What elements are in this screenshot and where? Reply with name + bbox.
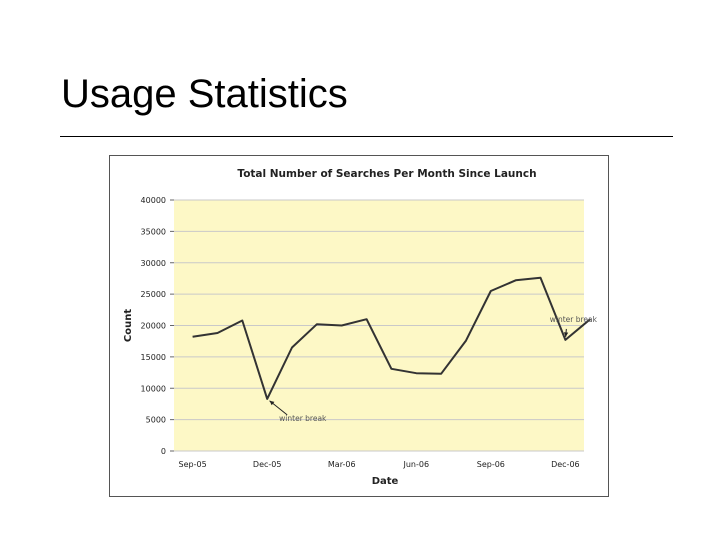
y-tick-label: 10000 bbox=[141, 384, 166, 393]
y-tick-label: 20000 bbox=[141, 322, 166, 331]
y-tick-label: 25000 bbox=[141, 290, 166, 299]
x-tick-label: Dec-06 bbox=[551, 460, 580, 469]
annotation-label: winter break bbox=[550, 315, 598, 324]
x-tick-label: Sep-06 bbox=[477, 460, 505, 469]
slide-title: Usage Statistics bbox=[61, 72, 348, 116]
x-axis-label: Date bbox=[372, 476, 399, 487]
annotation-arrowhead bbox=[563, 332, 569, 337]
chart-title: Total Number of Searches Per Month Since… bbox=[237, 168, 536, 180]
x-tick-label: Sep-05 bbox=[179, 460, 207, 469]
y-tick-label: 40000 bbox=[141, 196, 166, 205]
y-tick-label: 0 bbox=[161, 447, 166, 456]
line-chart: Total Number of Searches Per Month Since… bbox=[123, 168, 598, 487]
y-axis-label: Count bbox=[123, 309, 134, 342]
y-tick-label: 15000 bbox=[141, 353, 166, 362]
x-tick-label: Mar-06 bbox=[328, 460, 356, 469]
y-tick-label: 35000 bbox=[141, 227, 166, 236]
x-tick-label: Dec-05 bbox=[253, 460, 282, 469]
title-divider bbox=[60, 136, 673, 137]
y-tick-label: 30000 bbox=[141, 259, 166, 268]
y-tick-label: 5000 bbox=[146, 416, 166, 425]
annotation-arrowhead bbox=[269, 400, 275, 406]
chart-frame: Total Number of Searches Per Month Since… bbox=[109, 155, 609, 497]
annotation-label: winter break bbox=[279, 414, 327, 423]
series-line bbox=[192, 276, 591, 400]
x-tick-label: Jun-06 bbox=[402, 460, 429, 469]
